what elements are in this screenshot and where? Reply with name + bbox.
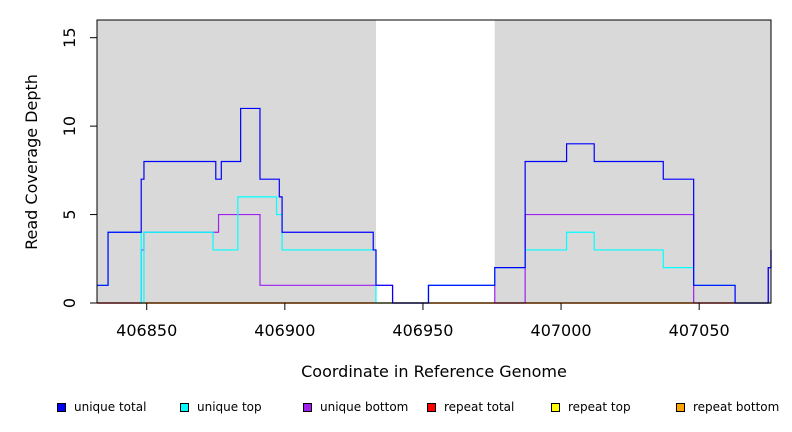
legend-item-unique-bottom: unique bottom <box>303 400 408 414</box>
legend-item-unique-total: unique total <box>57 400 146 414</box>
legend-item-repeat-total: repeat total <box>427 400 514 414</box>
legend: unique total unique top unique bottom repea… <box>0 400 792 418</box>
legend-item-repeat-bottom: repeat bottom <box>676 400 779 414</box>
y-axis-label: Read Coverage Depth <box>22 74 41 250</box>
legend-label: repeat bottom <box>693 400 780 414</box>
x-tick-label-407000: 407000 <box>531 321 592 340</box>
plot-frame <box>96 19 772 304</box>
x-tick-label-406950: 406950 <box>392 321 453 340</box>
legend-swatch <box>57 402 66 412</box>
coverage-chart: 406850 406900 406950 407000 407050 0 5 10 15 Co… <box>22 19 772 381</box>
legend-label: unique top <box>197 400 262 414</box>
y-tick-label-10: 10 <box>60 116 79 136</box>
y-tick-label-5: 5 <box>60 209 79 219</box>
legend-item-unique-top: unique top <box>180 400 262 414</box>
y-axis: 0 5 10 15 <box>60 28 97 308</box>
legend-label: unique bottom <box>320 400 409 414</box>
x-tick-label-406850: 406850 <box>116 321 177 340</box>
legend-swatch <box>427 402 436 412</box>
legend-swatch <box>676 402 685 412</box>
legend-swatch <box>551 402 560 412</box>
legend-swatch <box>180 402 189 412</box>
legend-label: repeat top <box>568 400 631 414</box>
legend-label: repeat total <box>444 400 515 414</box>
x-tick-label-406900: 406900 <box>254 321 315 340</box>
legend-swatch <box>303 402 312 412</box>
y-tick-label-0: 0 <box>60 298 79 308</box>
x-tick-label-407050: 407050 <box>669 321 730 340</box>
x-axis-label: Coordinate in Reference Genome <box>301 362 567 381</box>
x-axis: 406850 406900 406950 407000 407050 <box>116 303 730 340</box>
y-tick-label-15: 15 <box>60 28 79 48</box>
legend-item-repeat-top: repeat top <box>551 400 631 414</box>
legend-label: unique total <box>74 400 147 414</box>
series-line-unique-total <box>97 107 772 304</box>
